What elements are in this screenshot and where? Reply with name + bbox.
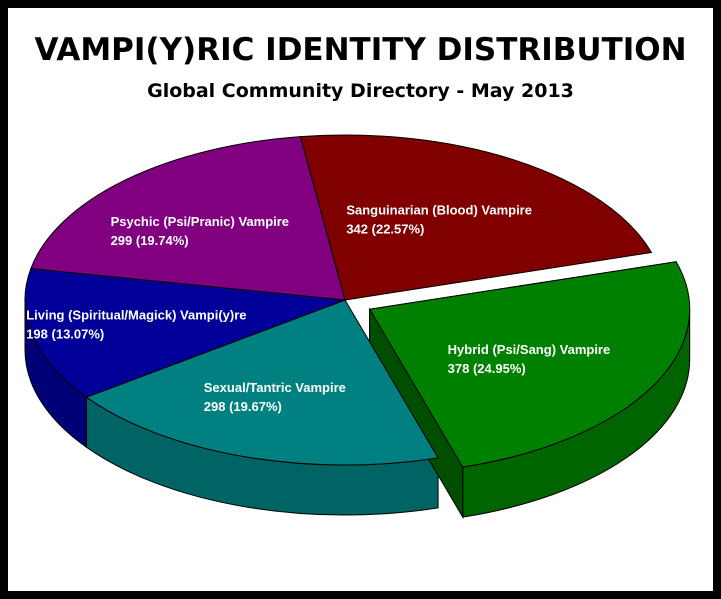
slice-label-0: Sanguinarian (Blood) Vampire xyxy=(346,203,532,218)
slice-top-3 xyxy=(24,268,346,398)
slice-label-2: Sexual/Tantric Vampire xyxy=(204,380,346,395)
pie-top-layer xyxy=(24,134,691,468)
slice-value-4: 299 (19.74%) xyxy=(111,233,189,248)
slice-label-1: Hybrid (Psi/Sang) Vampire xyxy=(448,342,611,357)
slice-value-1: 378 (24.95%) xyxy=(448,361,526,376)
chart-subtitle: Global Community Directory - May 2013 xyxy=(147,80,574,102)
slice-value-3: 198 (13.07%) xyxy=(26,327,104,342)
slice-top-4 xyxy=(30,136,346,301)
slice-top-1 xyxy=(368,261,691,468)
slice-top-2 xyxy=(85,299,439,466)
pie-label-layer: Sanguinarian (Blood) Vampire 342 (22.57%)… xyxy=(26,203,610,414)
slice-top-0 xyxy=(299,134,653,301)
chart-title: VAMPI(Y)RIC IDENTITY DISTRIBUTION xyxy=(34,32,687,68)
slice-label-3: Living (Spiritual/Magick) Vampi(y)re xyxy=(26,308,246,323)
slice-value-0: 342 (22.57%) xyxy=(346,222,424,237)
slice-value-2: 298 (19.67%) xyxy=(204,399,282,414)
slice-label-4: Psychic (Psi/Pranic) Vampire xyxy=(111,214,289,229)
